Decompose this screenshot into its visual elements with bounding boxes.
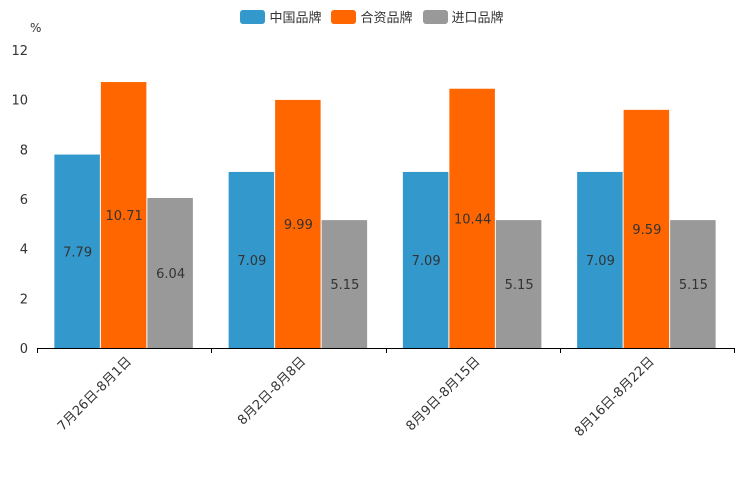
data-label: 5.15 (330, 278, 359, 293)
legend-item-imported[interactable]: 进口品牌 (422, 7, 504, 26)
data-label: 5.15 (679, 278, 708, 293)
legend-label-imported: 进口品牌 (451, 11, 504, 26)
y-tick-label: 6 (20, 193, 28, 208)
legend-item-domestic[interactable]: 中国品牌 (240, 7, 321, 26)
data-label: 10.71 (106, 209, 143, 224)
data-label: 9.99 (284, 218, 313, 233)
x-tick-label: 7月26日-8月1日 (55, 354, 135, 434)
y-tick-label: 12 (11, 44, 28, 59)
x-tick-label: 8月2日-8月8日 (235, 354, 309, 428)
bar (495, 220, 542, 348)
bar (147, 198, 193, 348)
y-tick-label: 10 (11, 94, 28, 109)
x-tick-label: 8月16日-8月22日 (572, 354, 658, 440)
bar (228, 171, 275, 348)
legend-swatch-domestic (240, 9, 266, 24)
legend-label-joint-venture: 合资品牌 (360, 11, 413, 26)
y-tick-label: 8 (20, 143, 28, 158)
bar (275, 99, 321, 348)
legend-swatch-joint-venture (331, 9, 357, 24)
data-label: 7.09 (237, 254, 266, 269)
data-label: 10.44 (454, 212, 491, 227)
bar (54, 154, 100, 348)
bar (577, 171, 623, 348)
x-tick-label: 8月9日-8月15日 (404, 354, 484, 434)
data-label: 7.79 (63, 245, 92, 260)
y-tick-label: 0 (20, 342, 28, 357)
data-label: 7.09 (586, 254, 615, 269)
data-label: 5.15 (505, 278, 534, 293)
y-axis-unit: % (30, 21, 42, 35)
bar (449, 88, 495, 349)
bar (321, 220, 368, 348)
data-label: 9.59 (632, 223, 661, 238)
legend-swatch-imported (422, 9, 448, 24)
bar (100, 82, 147, 348)
legend-label-domestic: 中国品牌 (269, 11, 322, 26)
y-tick-label: 4 (20, 243, 28, 258)
y-tick-label: 2 (20, 292, 28, 307)
legend: 中国品牌 合资品牌 进口品牌 (0, 7, 744, 26)
bar (402, 171, 449, 348)
data-label: 6.04 (156, 267, 185, 282)
bar (670, 220, 716, 348)
legend-item-joint-venture[interactable]: 合资品牌 (331, 7, 413, 26)
data-label: 7.09 (412, 254, 441, 269)
bar (623, 109, 670, 349)
